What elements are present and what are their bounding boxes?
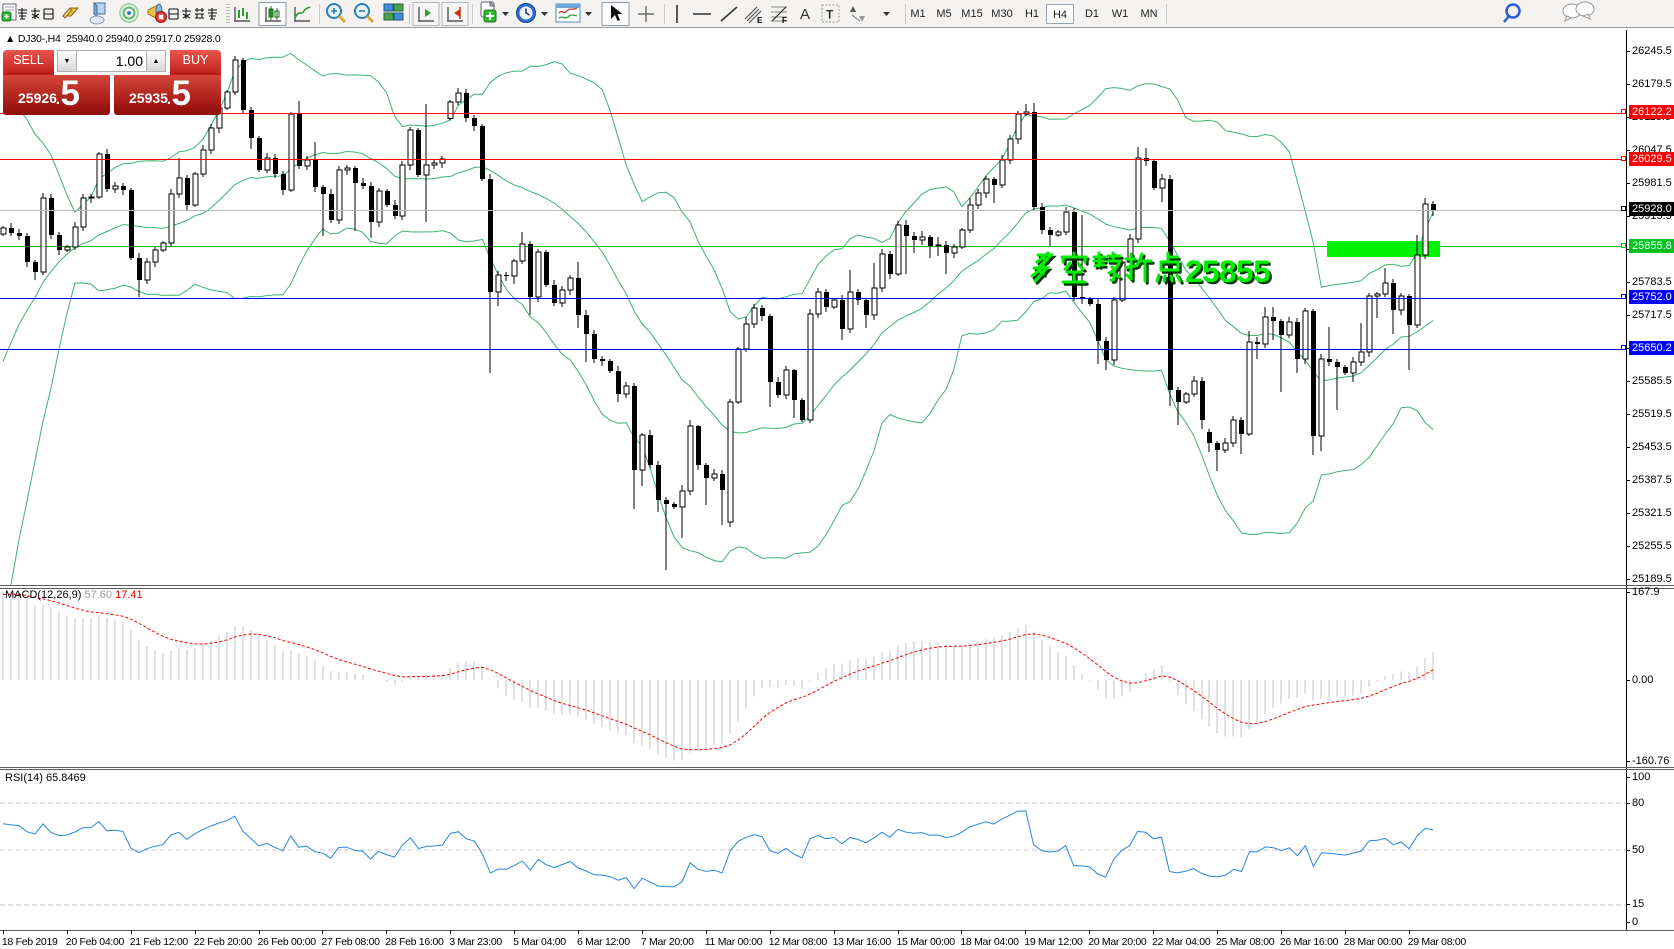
svg-text:25855: 25855 xyxy=(1187,255,1272,291)
svg-text:E: E xyxy=(757,16,763,25)
svg-text:25855: 25855 xyxy=(1185,253,1270,289)
svg-text:F: F xyxy=(782,16,787,25)
svg-text:T: T xyxy=(826,8,834,22)
svg-text:A: A xyxy=(800,6,810,23)
